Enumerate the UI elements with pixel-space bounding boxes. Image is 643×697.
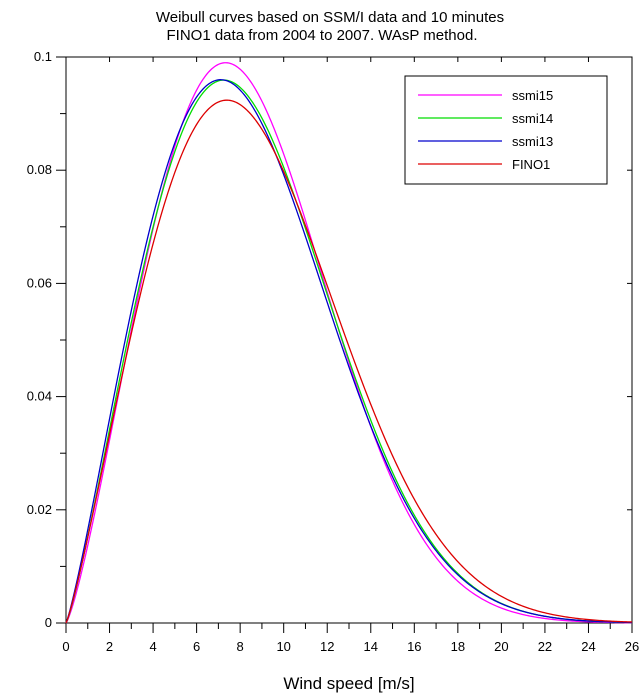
x-tick-label: 16 bbox=[407, 639, 421, 654]
y-tick-label: 0.02 bbox=[27, 502, 52, 517]
x-tick-label: 0 bbox=[62, 639, 69, 654]
series-layer bbox=[65, 62, 633, 624]
x-tick-label: 4 bbox=[149, 639, 156, 654]
x-tick-label: 8 bbox=[237, 639, 244, 654]
chart-title-line-2: FINO1 data from 2004 to 2007. WAsP metho… bbox=[167, 27, 478, 44]
series-line-ssmi13 bbox=[65, 79, 633, 624]
legend-label-fino1: FINO1 bbox=[512, 157, 550, 172]
y-tick-label: 0.06 bbox=[27, 275, 52, 290]
x-tick-label: 14 bbox=[364, 639, 378, 654]
x-tick-label: 22 bbox=[538, 639, 552, 654]
y-tick-label: 0.1 bbox=[34, 49, 52, 64]
legend-box bbox=[404, 75, 608, 185]
x-tick-label: 6 bbox=[193, 639, 200, 654]
y-tick-label: 0 bbox=[45, 615, 52, 630]
legend-label-ssmi15: ssmi15 bbox=[512, 88, 553, 103]
x-tick-label: 24 bbox=[581, 639, 595, 654]
x-tick-label: 18 bbox=[451, 639, 465, 654]
legend-label-ssmi13: ssmi13 bbox=[512, 134, 553, 149]
series-line-fino1 bbox=[65, 99, 633, 624]
x-tick-label: 10 bbox=[276, 639, 290, 654]
x-tick-label: 20 bbox=[494, 639, 508, 654]
y-tick-label: 0.08 bbox=[27, 162, 52, 177]
x-axis-label: Wind speed [m/s] bbox=[283, 674, 414, 693]
x-tick-label: 12 bbox=[320, 639, 334, 654]
y-tick-label: 0.04 bbox=[27, 389, 52, 404]
chart-title-line-1: Weibull curves based on SSM/I data and 1… bbox=[156, 9, 504, 26]
x-tick-label: 26 bbox=[625, 639, 639, 654]
x-tick-label: 2 bbox=[106, 639, 113, 654]
legend: ssmi15 ssmi14 ssmi13 FINO1 bbox=[404, 75, 608, 185]
axis-ticks: 0 2 4 6 8 10 12 14 16 18 20 22 24 2600.020.040.060.08… bbox=[27, 49, 640, 654]
legend-label-ssmi14: ssmi14 bbox=[512, 111, 553, 126]
